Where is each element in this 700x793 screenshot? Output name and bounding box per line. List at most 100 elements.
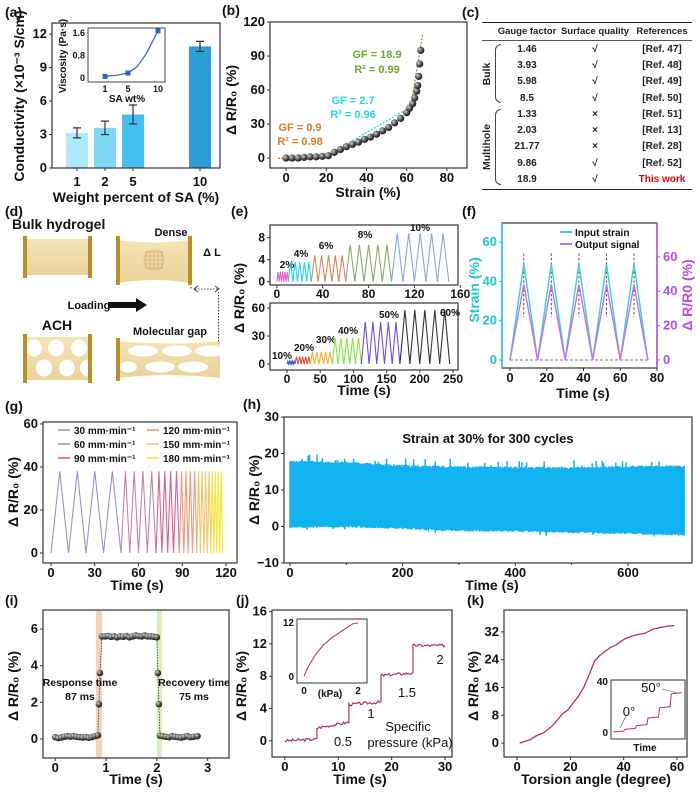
x-axis-label: Time (s) <box>333 771 386 787</box>
fit-line <box>409 33 424 113</box>
y-tick-label: 16 <box>485 679 499 694</box>
x-tick-label: 0 <box>513 759 520 774</box>
subplot-small-strain: 2%4% 6% 8% 10% 0 40 80 120 160 0 4 8 <box>258 223 470 301</box>
y-axis-label: Δ R/R₀ (%) <box>465 651 481 721</box>
x-tick-label: 0 <box>282 170 289 185</box>
plot-frame <box>271 609 453 758</box>
gauge-factor-cell: 9.86 <box>517 157 537 169</box>
y-tick-label: 40 <box>24 459 38 474</box>
panel-b-gauge-factor-plot: 0 20 40 60 80 0 30 60 90 120 GF = 0.9 R² = 0.98 GF =… <box>223 14 468 200</box>
pressure-inset: 0 2 0 12 (kPa) <box>283 618 368 700</box>
y-axis-label: Conductivity (×10⁻³ S/cm) <box>11 10 27 181</box>
x-tick-label: 0 <box>274 287 281 301</box>
panel-g-stretch-rate: 0 30 60 90 120 0 20 40 60 30 mm·min⁻¹ 60 mm·min⁻¹ 9… <box>5 416 238 593</box>
loading-label: Loading <box>68 300 111 312</box>
error-bar <box>73 127 81 139</box>
cycle-trace <box>286 359 296 367</box>
x-axis-label: Time (s) <box>110 577 163 593</box>
inset-y-tick-label: 0 <box>602 728 608 739</box>
x-tick-label: 250 <box>443 372 463 386</box>
cycling-signal <box>289 454 685 537</box>
y-axis-label: Δ R/R₀ (%) <box>5 651 21 721</box>
data-point <box>155 700 163 708</box>
gauge-factor-cell: 2.03 <box>517 125 537 137</box>
reference-cell: [Ref. 13] <box>642 125 682 137</box>
y-axis-label: Δ R/R₀ (%) <box>246 455 262 525</box>
x-tick-label: 20 <box>319 170 333 185</box>
pressure-step-label: 0.5 <box>334 734 352 749</box>
surface-quality-cell: √ <box>592 157 598 169</box>
x-tick-label: 120 <box>215 565 237 580</box>
bar <box>94 127 116 168</box>
viscosity-point <box>155 28 161 34</box>
panel-labels: (a) (b) (c) (d) (e) (f) (g) (h) (i) (j) (k) <box>5 2 484 608</box>
elongated-pore <box>162 345 192 357</box>
data-point <box>96 669 104 677</box>
y-tick-label: 4 <box>31 658 39 673</box>
data-point <box>415 72 423 81</box>
cycle-trace <box>390 233 450 282</box>
time-band <box>95 610 102 758</box>
y-tick-label: 0 <box>258 150 265 165</box>
response-time-label: Response time <box>43 677 118 689</box>
legend-label: 120 mm·min⁻¹ <box>163 426 231 437</box>
elongated-pore <box>178 361 208 373</box>
strain-level-label: 4% <box>294 249 309 260</box>
table-row: 2.03 × [Ref. 13] <box>482 122 692 138</box>
legend-label: 30 mm·min⁻¹ <box>74 426 136 437</box>
x-tick-label: 30 <box>88 565 102 580</box>
y-tick-label: 20 <box>663 318 677 333</box>
pressure-step-label: 1.5 <box>398 685 416 700</box>
x-tick-label: 40 <box>316 287 330 301</box>
inset-staircase <box>613 692 682 733</box>
panel-e-strain-steps: 2%4%6%8%10%0 40 80 120 16004810%20%30%40%50%… <box>231 223 471 398</box>
bar <box>122 114 144 168</box>
table-row: 3.93 √ [Ref. 48] <box>482 57 692 73</box>
strain-level-label: 2% <box>280 260 295 271</box>
x-tick-label: 400 <box>504 565 526 580</box>
x-tick-label: 1 <box>73 174 80 189</box>
x-tick-label: 0 <box>52 760 59 775</box>
table-row: 5.98 √ [Ref. 49] <box>482 74 692 90</box>
fit-gf-label: GF = 2.7 <box>331 95 374 107</box>
pore <box>48 339 64 357</box>
gauge-factor-cell: 21.77 <box>514 141 540 153</box>
data-point <box>306 153 314 161</box>
error-bar <box>129 104 137 125</box>
cycle-trace <box>345 244 393 282</box>
torsion-curve <box>519 624 675 744</box>
data-point <box>194 732 201 740</box>
x-axis-label: Weight percent of SA (%) <box>53 189 219 205</box>
data-point <box>324 152 332 160</box>
y-tick-label: 4 <box>258 253 265 267</box>
table-header: Gauge factor Surface quality References <box>482 23 692 41</box>
cycle-trace <box>309 351 333 365</box>
table-row: 9.86 √ [Ref. 52] <box>482 155 692 171</box>
y-axis-label: Δ R/R₀ (%) <box>5 457 21 527</box>
y-tick-label: 32 <box>485 624 499 639</box>
start-pointer <box>619 715 627 729</box>
table-row: 8.5 √ [Ref. 50] <box>482 90 692 106</box>
strain-level-label: 8% <box>358 230 373 241</box>
surface-quality-cell: × <box>592 108 598 120</box>
y-axis-label: Δ R/R₀ (%) <box>233 651 249 721</box>
data-point <box>416 60 424 68</box>
legend-label: 180 mm·min⁻¹ <box>163 454 231 465</box>
panel-i-response-time: 0 1 2 3 0 2 4 6 Response time 87 ms Recovery time 7… <box>5 609 230 787</box>
y-tick-label: 0 <box>258 357 265 371</box>
gauge-factor-cell: 1.46 <box>517 43 537 55</box>
response-time-value: 87 ms <box>65 691 95 703</box>
legend-label: 90 mm·min⁻¹ <box>74 454 136 465</box>
x-tick-label: 0 <box>284 372 291 386</box>
surface-quality-cell: × <box>592 141 598 153</box>
x-tick-label: 60 <box>613 370 627 385</box>
strain-level-label: 20% <box>294 343 314 354</box>
y-tick-label: 0 <box>31 545 38 560</box>
strain-level-label: 60% <box>440 308 460 319</box>
x-tick-label: 30 <box>438 759 452 774</box>
surface-quality-cell: √ <box>592 43 598 55</box>
panel-label: (a) <box>5 4 22 20</box>
y-tick-label: 0 <box>260 733 267 748</box>
y-tick-label: 2 <box>31 694 38 709</box>
